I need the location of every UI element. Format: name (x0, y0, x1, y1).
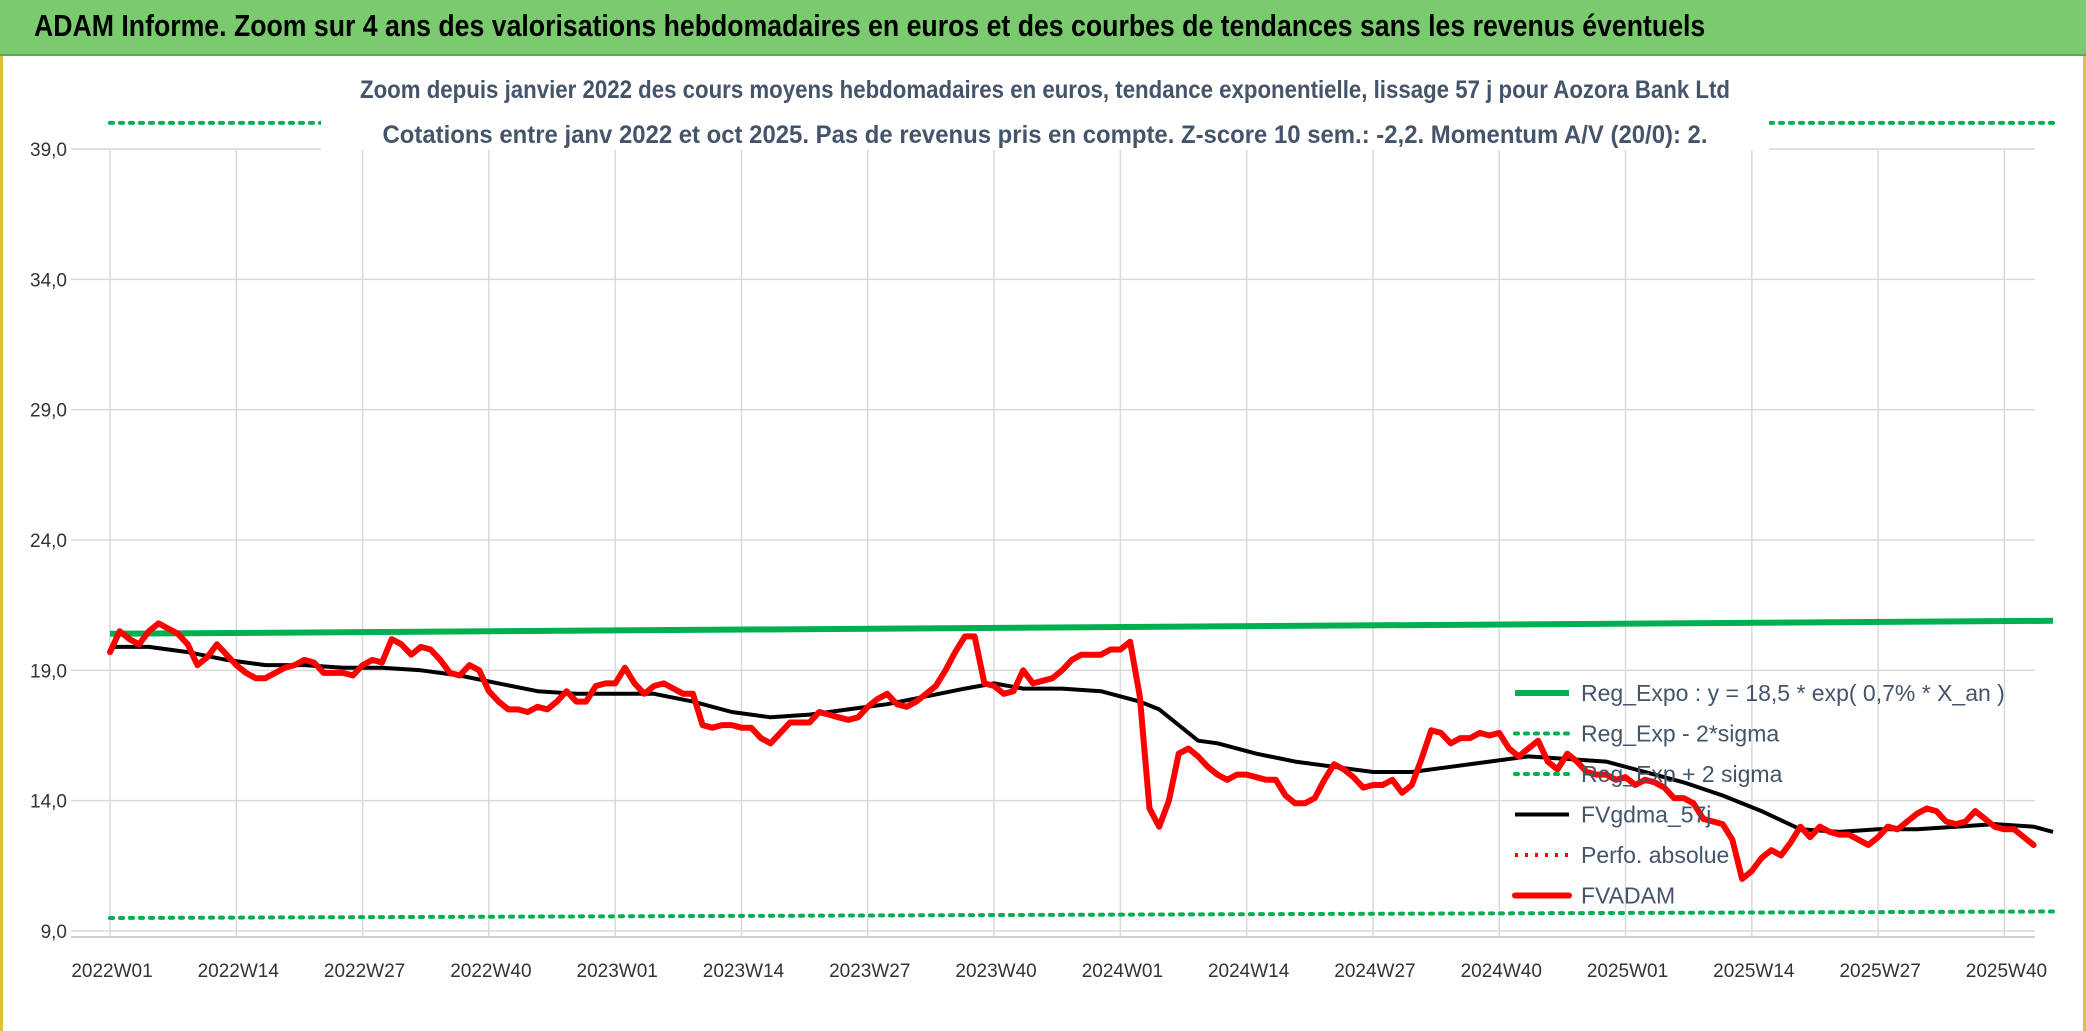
x-tick-label: 2024W40 (1461, 961, 1542, 982)
series-reg_expo-line (109, 617, 2054, 637)
chart-subtitle: Cotations entre janv 2022 et oct 2025. P… (383, 121, 1708, 149)
x-tick-label: 2025W40 (1966, 961, 2047, 982)
x-tick-label: 2023W14 (703, 961, 785, 982)
x-tick-label: 2023W01 (577, 961, 658, 982)
y-tick-label: 24,0 (30, 531, 67, 552)
x-tick-label: 2024W27 (1334, 961, 1415, 982)
x-tick-label: 2023W40 (955, 961, 1036, 982)
x-tick-label: 2025W01 (1587, 961, 1668, 982)
x-tick-label: 2022W14 (198, 961, 280, 982)
x-tick-label: 2022W01 (71, 961, 152, 982)
x-tick-label: 2024W01 (1082, 961, 1163, 982)
y-tick-label: 9,0 (41, 922, 67, 943)
legend-label-fvadam: FVADAM (1581, 883, 1675, 909)
title-background (321, 58, 1769, 150)
y-tick-label: 34,0 (30, 270, 67, 291)
chart-frame: 2022W01 2022W14 2022W27 2022W40 2023W01 2023W… (0, 56, 2086, 1031)
legend-label-fvgdma: FVgdma_57j (1581, 802, 1711, 828)
series-lower-line (108, 909, 2055, 920)
y-tick-label: 14,0 (30, 792, 67, 813)
legend-label-lower: Reg_Exp - 2*sigma (1581, 721, 1779, 747)
x-tick-label: 2022W27 (324, 961, 405, 982)
y-tick-label: 39,0 (30, 140, 67, 161)
x-tick-label: 2025W27 (1839, 961, 1920, 982)
legend-label-upper: Reg_Exp + 2 sigma (1581, 761, 1783, 787)
legend: Reg_Expo : y = 18,5 * exp( 0,7% * X_an )… (1512, 680, 2005, 909)
series-fvadam-line (107, 620, 2037, 882)
report-banner: ADAM Informe. Zoom sur 4 ans des valoris… (0, 0, 2086, 56)
x-axis-ticks: 2022W01 2022W14 2022W27 2022W40 2023W01 2023W… (71, 961, 2047, 982)
y-tick-label: 19,0 (30, 661, 67, 682)
legend-label-perfo: Perfo. absolue (1581, 842, 1729, 868)
x-tick-label: 2023W27 (829, 961, 910, 982)
line-chart: 2022W01 2022W14 2022W27 2022W40 2023W01 2023W… (30, 58, 2055, 982)
x-tick-label: 2025W14 (1713, 961, 1795, 982)
report-title: ADAM Informe. Zoom sur 4 ans des valoris… (34, 8, 1706, 43)
y-tick-label: 29,0 (30, 401, 67, 422)
series-layer (107, 120, 2055, 920)
legend-label-reg_expo: Reg_Expo : y = 18,5 * exp( 0,7% * X_an ) (1581, 680, 2005, 706)
chart-title: Zoom depuis janvier 2022 des cours moyen… (360, 76, 1730, 104)
y-axis-ticks: 9,0 14,0 19,0 24,0 29,0 34,0 39,0 (30, 140, 67, 943)
x-tick-label: 2022W40 (450, 961, 531, 982)
x-tick-label: 2024W14 (1208, 961, 1290, 982)
grid (71, 148, 2035, 938)
